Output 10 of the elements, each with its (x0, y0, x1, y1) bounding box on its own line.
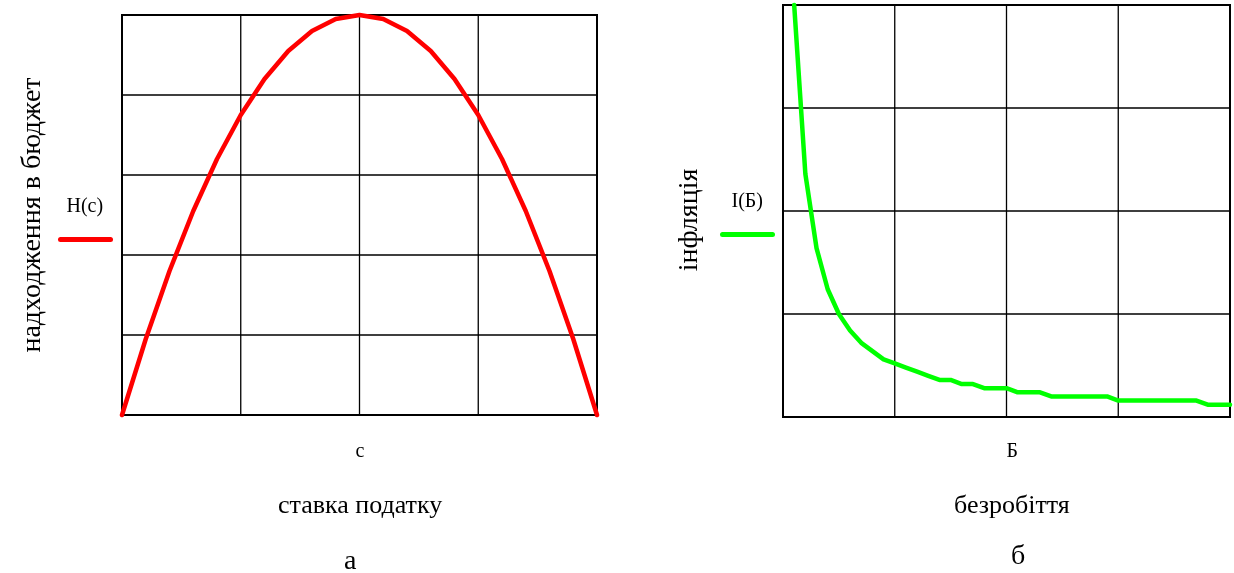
text: H(c) (66, 193, 104, 217)
text: ставка податку (278, 490, 443, 520)
text: а (344, 544, 357, 573)
x-axis-title: c (355, 438, 365, 462)
y-axis-title: надходження в бюджет (14, 77, 47, 353)
y-axis-title: інфляція (671, 168, 704, 272)
text: б (1011, 539, 1026, 571)
text: I(Б) (731, 188, 763, 212)
text: безробіття (954, 490, 1070, 520)
x-axis-title: Б (1006, 438, 1018, 462)
